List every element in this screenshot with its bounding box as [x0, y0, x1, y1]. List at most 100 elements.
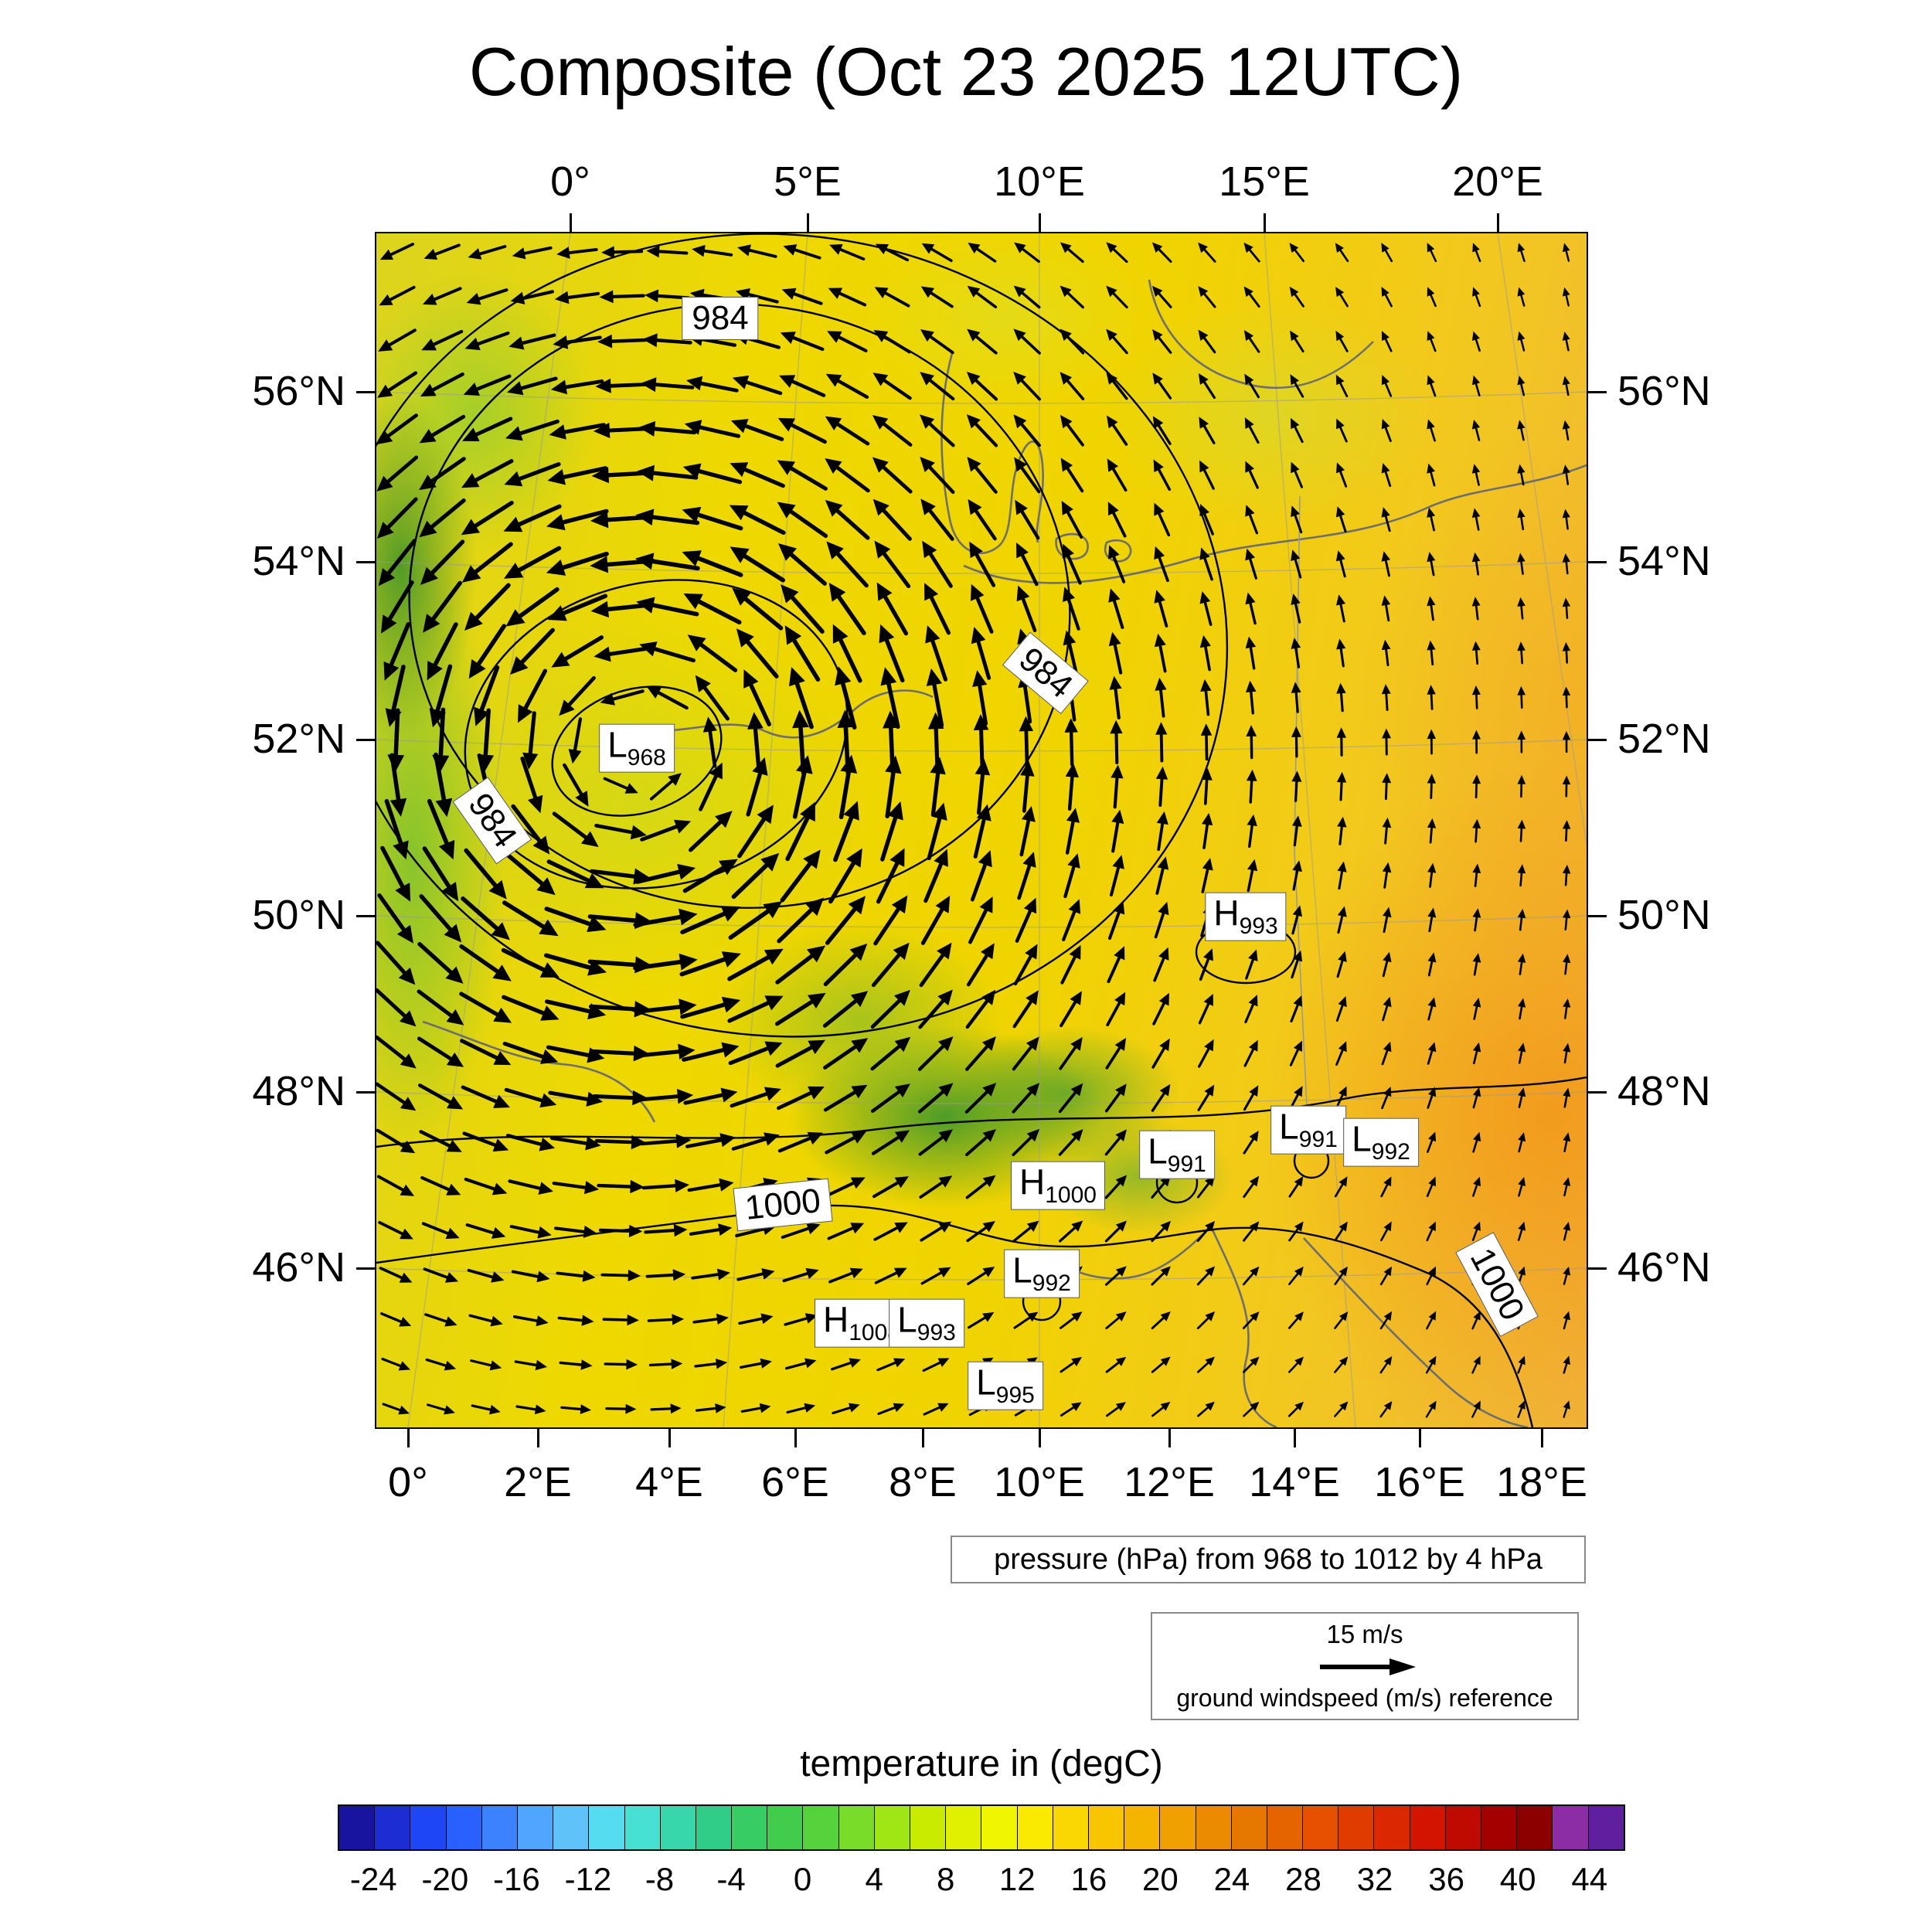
colorbar-cell	[1338, 1806, 1375, 1849]
axis-tick-label: 54°N	[1617, 538, 1711, 584]
colorbar-cell	[1445, 1806, 1481, 1849]
axis-tick-label: 18°E	[1496, 1459, 1587, 1505]
colorbar-cell	[732, 1806, 768, 1849]
colorbar-cell	[1303, 1806, 1339, 1849]
colorbar-cell	[1374, 1806, 1410, 1849]
colorbar-title: temperature in (degC)	[800, 1743, 1163, 1784]
colorbar-tick-label: 20	[1142, 1861, 1179, 1897]
contour-label: 1000	[733, 1178, 833, 1232]
colorbar-cell	[339, 1806, 376, 1849]
axis-tick-label: 15°E	[1219, 158, 1310, 205]
weather-map: 984 984 984 1000 1000 L968 H993 L991 L991 L992 H10…	[252, 158, 1710, 1505]
axis-tick-label: 52°N	[252, 716, 345, 762]
colorbar-tick-label: -4	[716, 1861, 746, 1897]
axis-tick	[1039, 1427, 1041, 1447]
axis-tick	[794, 1427, 797, 1447]
pressure-center-label: L991	[1139, 1130, 1215, 1179]
colorbar-cell	[838, 1806, 875, 1849]
pressure-center-label: L992	[1004, 1249, 1080, 1298]
colorbar-cell	[481, 1806, 518, 1849]
pressure-center-label: H993	[1205, 892, 1287, 941]
colorbar-tick-label: -8	[645, 1861, 675, 1897]
colorbar-cell	[874, 1806, 910, 1849]
colorbar-cell	[910, 1806, 947, 1849]
axis-tick	[356, 1091, 376, 1094]
colorbar-tick-label: 8	[937, 1861, 955, 1897]
colorbar-tick-label: 36	[1428, 1861, 1464, 1897]
axis-tick-label: 48°N	[1617, 1068, 1711, 1114]
axis-tick	[1294, 1427, 1296, 1447]
axis-tick	[407, 1427, 410, 1447]
axis-tick-label: 16°E	[1374, 1459, 1465, 1505]
colorbar-tick-label: 0	[793, 1861, 812, 1897]
axis-tick-label: 20°E	[1452, 158, 1543, 205]
colorbar-tick-label: 28	[1285, 1861, 1321, 1897]
colorbar-cell	[1517, 1806, 1553, 1849]
axis-tick-label: 54°N	[252, 538, 345, 584]
axis-tick-label: 2°E	[504, 1459, 572, 1505]
contour-label: 984	[682, 297, 759, 340]
colorbar-cell	[624, 1806, 661, 1849]
colorbar-tick-label: 44	[1571, 1861, 1608, 1897]
colorbar-cell	[1267, 1806, 1304, 1849]
colorbar-cell	[1088, 1806, 1125, 1849]
axis-tick	[356, 561, 376, 563]
axis-tick	[1264, 213, 1266, 233]
axis-tick-label: 10°E	[994, 1459, 1085, 1505]
axis-tick	[1497, 213, 1499, 233]
contour-label: 984	[452, 777, 532, 865]
colorbar-cell	[767, 1806, 804, 1849]
axis-tick	[1039, 213, 1041, 233]
pressure-center-label: L995	[968, 1361, 1043, 1410]
colorbar-tick-label: 4	[865, 1861, 883, 1897]
colorbar-cell	[803, 1806, 839, 1849]
axis-tick-label: 5°E	[774, 158, 842, 205]
wind-reference-arrow	[1320, 1658, 1416, 1675]
axis-tick	[537, 1427, 539, 1447]
colorbar-cell	[1124, 1806, 1161, 1849]
colorbar-cell	[1160, 1806, 1196, 1849]
colorbar-cell	[1410, 1806, 1446, 1849]
colorbar-tick-label: 24	[1213, 1861, 1250, 1897]
axis-tick-label: 46°N	[252, 1244, 345, 1291]
contour-label: 1000	[1455, 1232, 1539, 1337]
wind-reference-legend: 15 m/s ground windspeed (m/s) reference	[1151, 1612, 1579, 1720]
axis-tick	[1587, 915, 1607, 917]
axis-tick-label: 46°N	[1617, 1244, 1711, 1291]
colorbar-cell	[1481, 1806, 1518, 1849]
colorbar-cell	[946, 1806, 982, 1849]
colorbar-tick-label: 16	[1070, 1861, 1107, 1897]
axis-tick-label: 48°N	[252, 1068, 345, 1114]
axis-tick	[1587, 1267, 1607, 1270]
colorbar-cell	[517, 1806, 554, 1849]
pressure-center-label: L993	[889, 1298, 964, 1348]
axis-tick-label: 56°N	[1617, 368, 1711, 414]
wind-reference-speed: 15 m/s	[1326, 1620, 1403, 1648]
axis-tick-label: 50°N	[252, 892, 345, 938]
pressure-center-label: L968	[599, 723, 675, 773]
pressure-caption: pressure (hPa) from 968 to 1012 by 4 hPa	[951, 1536, 1586, 1583]
axis-tick	[356, 1267, 376, 1270]
pressure-center-label: L991	[1270, 1105, 1346, 1155]
wind-reference-caption: ground windspeed (m/s) reference	[1176, 1684, 1553, 1712]
axis-tick-label: 8°E	[889, 1459, 957, 1505]
colorbar-tick-label: 40	[1499, 1861, 1536, 1897]
colorbar-cell	[1231, 1806, 1267, 1849]
axis-tick	[1419, 1427, 1421, 1447]
colorbar-cell	[1017, 1806, 1053, 1849]
axis-tick	[570, 213, 572, 233]
colorbar-cell	[589, 1806, 625, 1849]
colorbar-cell	[446, 1806, 482, 1849]
colorbar-tick-label: -12	[564, 1861, 612, 1897]
axis-tick	[356, 915, 376, 917]
colorbar-cell	[410, 1806, 447, 1849]
axis-tick-label: 0°	[388, 1459, 428, 1505]
axis-tick-label: 52°N	[1617, 716, 1711, 762]
colorbar-cell	[981, 1806, 1018, 1849]
colorbar-tick-label: 12	[998, 1861, 1036, 1897]
colorbar-cell	[1053, 1806, 1089, 1849]
axis-tick	[1587, 1091, 1607, 1094]
axis-tick	[356, 391, 376, 393]
map-labels: 984 984 984 1000 1000 L968 H993 L991 L991 L992 H10…	[376, 233, 1587, 1427]
axis-tick	[1541, 1427, 1543, 1447]
